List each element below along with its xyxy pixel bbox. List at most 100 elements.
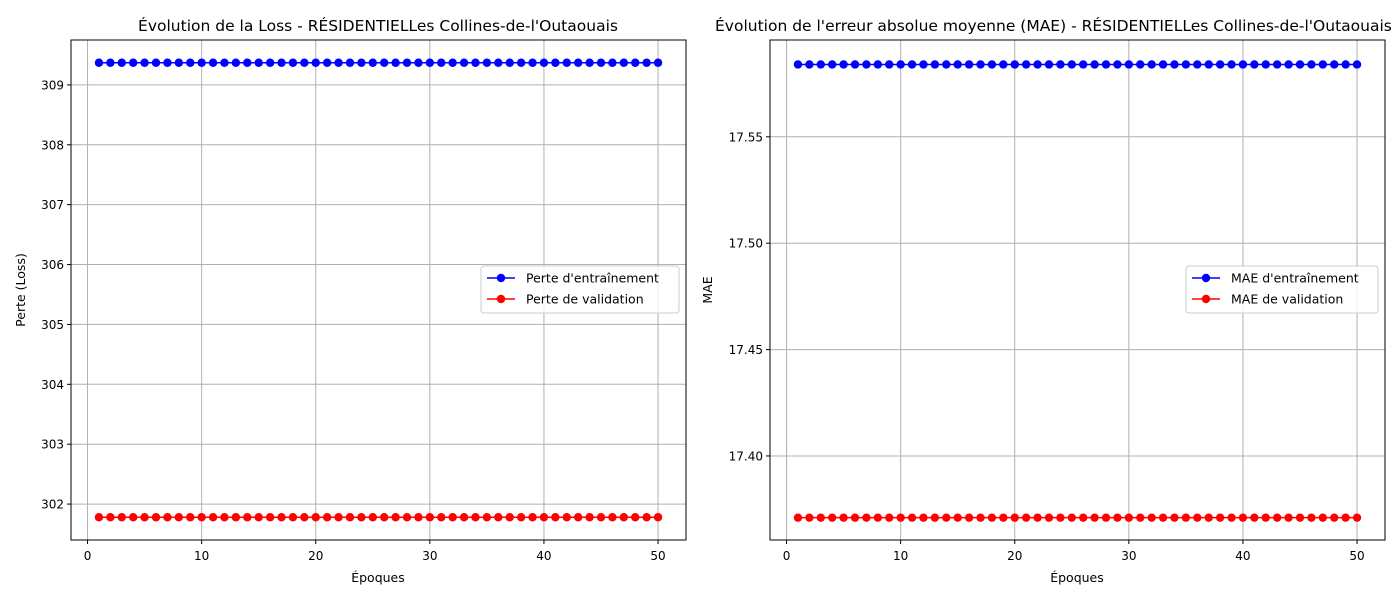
mae-chart-legend-box [1185, 265, 1379, 314]
mae-chart-series-1-point [1227, 513, 1236, 522]
mae-chart-series-1-point [1238, 513, 1248, 522]
mae-chart-series-0-point [1124, 60, 1134, 69]
loss-chart-series-1-point [140, 513, 149, 522]
loss-chart-series-1-point [573, 513, 583, 522]
loss-chart-series-1-point [345, 513, 355, 522]
loss-chart-series-0-point [151, 58, 161, 67]
loss-chart-series-0-point [619, 58, 629, 67]
mae-chart-series-0-point [1181, 60, 1191, 69]
loss-chart-series-1-point [151, 513, 161, 522]
mae-chart-series-0-point [1113, 60, 1122, 69]
loss-chart-series-0-point [345, 58, 355, 67]
mae-chart-series-0-point [839, 60, 848, 69]
loss-chart-series-1-point [265, 513, 275, 522]
loss-chart-legend-marker-0 [496, 273, 506, 283]
mae-chart-series-1-point [1101, 513, 1111, 522]
mae-chart-series-1-point [1295, 513, 1305, 522]
loss-chart-series-0-point [288, 58, 298, 67]
loss-chart-series-1-point [117, 513, 126, 522]
loss-chart-x-ticks: 0 10 20 30 40 50 [84, 540, 666, 563]
loss-chart-series-0-point [94, 58, 104, 67]
loss-chart-series-1-point [186, 513, 195, 522]
mae-chart-series-0-point [907, 60, 917, 69]
loss-chart-y-tick-label: 302 [41, 498, 64, 512]
mae-chart-series-1-point [999, 513, 1008, 522]
mae-chart-y-tick-label: 17.40 [729, 449, 763, 463]
loss-chart-x-tick-label: 20 [308, 549, 323, 563]
loss-chart-series-1-point [494, 513, 503, 522]
loss-chart-series [94, 58, 663, 522]
mae-chart-series-1-point [896, 513, 905, 522]
mae-chart-series-1-point [873, 513, 883, 522]
loss-chart-series-1-point [414, 513, 423, 522]
loss-chart-series-1-point [128, 513, 138, 522]
mae-chart-series-0-point [953, 60, 962, 69]
loss-chart-legend-box [480, 265, 680, 314]
loss-chart-series-0-point [596, 58, 606, 67]
mae-chart-series-0-point [1056, 60, 1065, 69]
loss-chart-series-1-point [505, 513, 514, 522]
loss-chart-series-0-point [425, 58, 435, 67]
loss-chart-series-1-point [437, 513, 446, 522]
loss-chart-series-0-point [459, 58, 469, 67]
mae-chart-series-1-point [1010, 513, 1019, 522]
mae-chart-x-tick-label: 50 [1349, 549, 1364, 563]
mae-chart-series-1-point [930, 513, 940, 522]
mae-chart-series-1-point [793, 513, 803, 522]
loss-chart-series-1-point [448, 513, 457, 522]
mae-chart-series-1-point [1284, 513, 1293, 522]
mae-chart-series-0-point [1215, 60, 1225, 69]
mae-chart-series-1-point [1033, 513, 1042, 522]
loss-chart-series-0-point [254, 58, 263, 67]
mae-chart-series-1-point [964, 513, 974, 522]
mae-chart-series-0-point [1307, 60, 1316, 69]
loss-chart-series-0-point [585, 58, 594, 67]
mae-chart-series-1-point [1124, 513, 1134, 522]
mae-chart-series-1-point [1193, 513, 1202, 522]
mae-chart-series-0-point [1079, 60, 1088, 69]
mae-chart-series-0-point [793, 60, 803, 69]
mae-chart-series-1-point [919, 513, 928, 522]
mae-chart-series-0-point [976, 60, 985, 69]
mae-chart-series-1-point [987, 513, 997, 522]
loss-chart-series-0-point [505, 58, 514, 67]
mae-chart-series-0-point [987, 60, 997, 69]
loss-chart-series-1-point [208, 513, 218, 522]
mae-chart-series-1-point [1136, 513, 1145, 522]
mae-chart-series-0-point [1101, 60, 1111, 69]
loss-chart-series-1-point [288, 513, 298, 522]
loss-chart-series-0-point [642, 58, 651, 67]
mae-chart-series-0-point [1136, 60, 1145, 69]
loss-chart-series-1-point [619, 513, 629, 522]
mae-chart-series-0-point [1352, 60, 1362, 69]
mae-chart-series-0-point [1295, 60, 1305, 69]
mae-chart-series-1-point [942, 513, 951, 522]
mae-chart-legend-marker-0 [1201, 273, 1211, 283]
loss-chart-x-tick-label: 30 [422, 549, 437, 563]
loss-chart-series-1-point [197, 513, 206, 522]
loss-chart-series-0-point [562, 58, 571, 67]
loss-chart-series-0-point [357, 58, 366, 67]
mae-chart-x-tick-label: 10 [893, 549, 908, 563]
mae-chart-series-1-point [1021, 513, 1031, 522]
mae-chart-series-0-point [930, 60, 940, 69]
loss-chart-series-1-point [174, 513, 184, 522]
mae-chart-series-0-point [1158, 60, 1168, 69]
mae-chart-series-0-point [999, 60, 1008, 69]
mae-chart-series-0-point [942, 60, 951, 69]
mae-chart-series-1-point [1352, 513, 1362, 522]
mae-chart-series-0-point [919, 60, 928, 69]
mae-chart-series-1-point [1261, 513, 1270, 522]
loss-chart-series-1-point [516, 513, 526, 522]
mae-chart-series-0-point [1272, 60, 1282, 69]
mae-chart-series-0-point [862, 60, 871, 69]
loss-chart-y-tick-label: 308 [41, 138, 64, 152]
mae-chart-y-tick-label: 17.50 [729, 237, 763, 251]
loss-chart-series-0-point [334, 58, 343, 67]
loss-chart-series-0-point [380, 58, 389, 67]
mae-chart-series-1-point [1215, 513, 1225, 522]
loss-chart-series-0-point [631, 58, 640, 67]
loss-chart-series-0-point [539, 58, 549, 67]
mae-chart-x-ticks: 0 10 20 30 40 50 [783, 540, 1365, 563]
